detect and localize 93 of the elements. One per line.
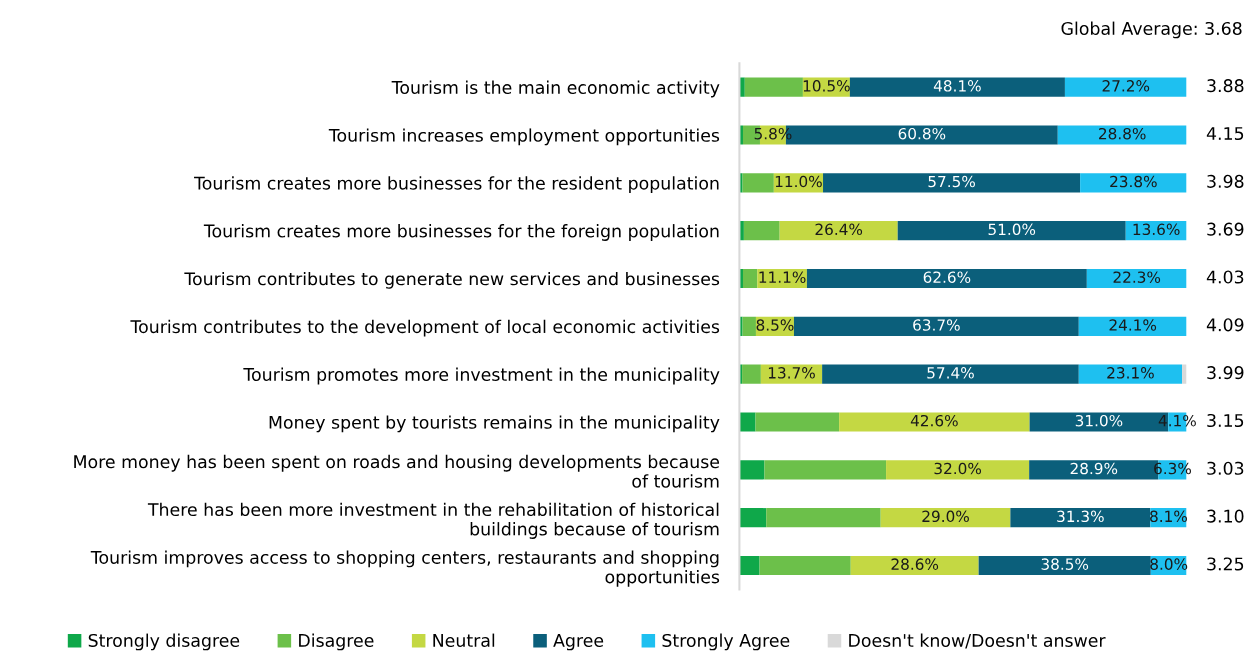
data-label: 26.4% <box>815 223 863 236</box>
bar <box>779 221 898 241</box>
text: 4.15 <box>1206 127 1244 141</box>
bar <box>759 555 851 576</box>
bar <box>897 221 1126 241</box>
data-label: 8.5% <box>756 319 794 331</box>
text: 3.88 <box>1207 79 1244 93</box>
bar <box>886 460 1030 480</box>
text: 3.03 <box>1207 461 1244 475</box>
data-label: 10.5% <box>803 80 850 92</box>
text: 3.15 <box>1207 413 1244 428</box>
data-label: 63.7% <box>913 319 960 331</box>
y-tick-label: Tourism contributes to generate new services and businesses <box>184 271 720 289</box>
bar <box>742 364 761 384</box>
bar <box>1010 508 1151 528</box>
data-label: 27.2% <box>1102 80 1150 92</box>
data-label: 28.6% <box>891 558 939 570</box>
text: 4.09 <box>1206 318 1244 332</box>
bar <box>766 508 881 528</box>
data-label: 23.1% <box>1107 367 1154 379</box>
data-label: 57.4% <box>927 367 974 379</box>
bar <box>744 77 803 97</box>
y-tick-label: Money spent by tourists remains in the municipality <box>269 415 720 433</box>
data-label: 62.6% <box>923 271 971 283</box>
legend-label: Neutral <box>433 633 495 648</box>
legend-label: Agree <box>553 634 604 651</box>
bar <box>793 316 1079 336</box>
data-label: 13.6% <box>1133 223 1180 236</box>
data-label: 32.0% <box>934 462 982 475</box>
bar <box>739 316 743 336</box>
data-label: 29.0% <box>922 510 969 523</box>
bar <box>978 555 1151 576</box>
data-label: 48.1% <box>933 80 981 92</box>
y-tick-label: Tourism creates more businesses for the foreign population <box>203 224 719 241</box>
text: 4.03 <box>1206 270 1244 284</box>
legend-label: Strongly Agree <box>662 633 790 651</box>
y-tick-label: Tourism increases employment opportunities <box>328 128 720 146</box>
bar <box>739 555 760 576</box>
data-label: 11.0% <box>775 175 822 188</box>
bar <box>739 77 745 97</box>
legend-label: Doesn't know/Doesn't answer <box>849 633 1106 649</box>
y-tick-label: There has been more investment in the rehabilitation of historical buildings because of tourism <box>147 502 719 539</box>
data-label: 51.0% <box>988 223 1036 236</box>
data-label: 22.3% <box>1113 271 1161 283</box>
bar <box>739 508 767 528</box>
text: Global Average: 3.68 <box>1061 21 1242 39</box>
bar <box>742 173 774 193</box>
bar <box>822 364 1079 384</box>
bar <box>742 316 756 336</box>
bar <box>739 173 743 193</box>
bar <box>764 460 887 480</box>
text: 3.10 <box>1207 509 1244 523</box>
bar <box>743 221 780 241</box>
text: 3.98 <box>1207 174 1244 188</box>
data-label: 28.9% <box>1070 462 1118 475</box>
bar <box>823 173 1081 193</box>
bar <box>739 412 756 432</box>
text: 3.25 <box>1207 557 1244 571</box>
bar <box>1078 316 1187 336</box>
legend-label: Strongly disagree <box>88 633 240 651</box>
data-label: 13.7% <box>768 367 815 379</box>
data-label: 38.5% <box>1041 558 1089 570</box>
data-label: 42.6% <box>910 414 958 427</box>
bar <box>1080 173 1187 193</box>
y-tick-label: Tourism is the main economic activity <box>391 80 720 98</box>
bar <box>742 268 758 289</box>
y-tick-label: Tourism creates more businesses for the resident population <box>194 176 719 194</box>
y-tick-label: Tourism improves access to shopping centers, restaurants and shopping opportunities <box>90 550 720 587</box>
bar <box>1078 364 1183 384</box>
data-label: 57.5% <box>928 175 975 188</box>
data-label: 11.1% <box>759 271 806 283</box>
bar <box>880 508 1011 528</box>
y-tick-label: Tourism promotes more investment in the municipality <box>243 367 720 385</box>
data-label: 24.1% <box>1109 319 1157 331</box>
bar <box>850 555 979 576</box>
y-tick-label: Tourism contributes to the development of local economic activities <box>130 319 720 337</box>
bar <box>1057 125 1187 145</box>
data-label: 23.8% <box>1110 175 1157 188</box>
data-label: 31.0% <box>1075 414 1123 427</box>
bar <box>1064 77 1187 97</box>
bar <box>849 77 1065 97</box>
bar <box>739 460 765 480</box>
text: 3.99 <box>1207 366 1244 380</box>
bar <box>839 412 1030 432</box>
text: 3.69 <box>1207 222 1244 236</box>
bar <box>755 412 840 432</box>
y-tick-label: More money has been spent on roads and housing developments because of tourism <box>74 454 720 488</box>
bar <box>806 268 1087 289</box>
data-label: 60.8% <box>898 127 946 140</box>
data-label: 31.3% <box>1057 510 1104 523</box>
legend-label: Disagree <box>299 633 374 651</box>
bar <box>1086 268 1187 289</box>
data-label: 28.8% <box>1099 127 1146 140</box>
